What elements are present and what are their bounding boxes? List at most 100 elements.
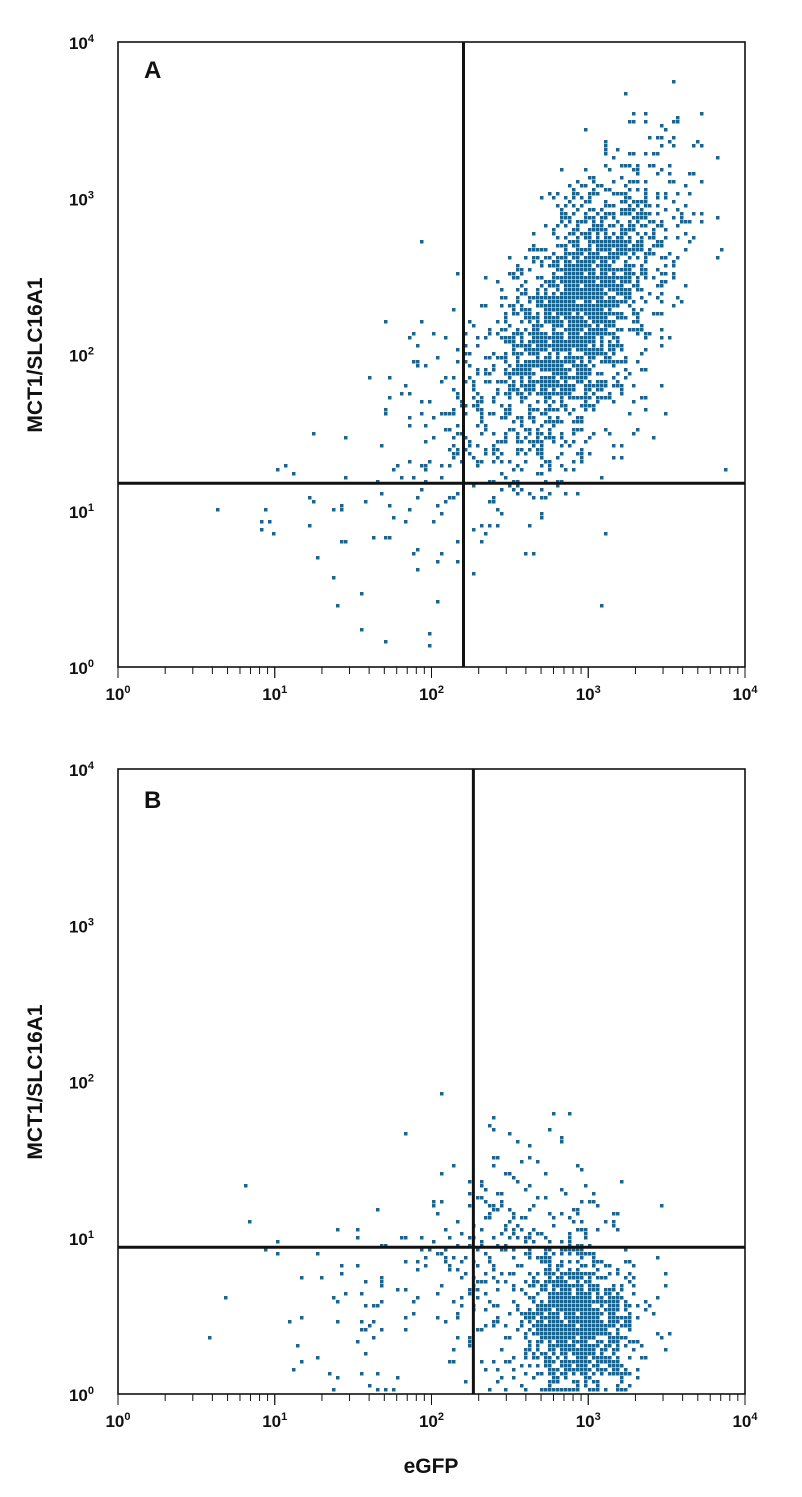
data-point: [576, 236, 580, 240]
data-point: [624, 1372, 628, 1376]
data-point: [536, 296, 540, 300]
data-point: [532, 384, 536, 388]
data-point: [616, 240, 620, 244]
data-point: [504, 340, 508, 344]
data-point: [556, 256, 560, 260]
data-point: [612, 252, 616, 256]
data-point: [628, 272, 632, 276]
data-point: [544, 420, 548, 424]
data-point: [456, 1312, 460, 1316]
data-point: [604, 236, 608, 240]
data-point: [560, 1372, 564, 1376]
data-point: [644, 192, 648, 196]
data-point: [568, 352, 572, 356]
data-point: [544, 288, 548, 292]
data-point: [564, 280, 568, 284]
data-point: [380, 1284, 384, 1288]
data-point: [588, 360, 592, 364]
data-point: [548, 264, 552, 268]
data-point: [620, 224, 624, 228]
data-point: [584, 1344, 588, 1348]
data-point: [500, 488, 504, 492]
data-point: [576, 1268, 580, 1272]
data-point: [556, 416, 560, 420]
data-point: [624, 244, 628, 248]
data-point: [584, 376, 588, 380]
data-point: [296, 1344, 300, 1348]
data-point: [552, 196, 556, 200]
data-point: [560, 372, 564, 376]
data-point: [428, 644, 432, 648]
data-point: [672, 136, 676, 140]
data-point: [584, 320, 588, 324]
data-point: [604, 272, 608, 276]
data-point: [556, 300, 560, 304]
data-point: [568, 1312, 572, 1316]
data-point: [436, 504, 440, 508]
data-point: [516, 364, 520, 368]
data-point: [560, 168, 564, 172]
data-point: [636, 188, 640, 192]
data-point: [568, 1288, 572, 1292]
data-point: [524, 460, 528, 464]
data-point: [604, 1288, 608, 1292]
data-point: [640, 308, 644, 312]
data-point: [588, 1368, 592, 1372]
data-point: [600, 1368, 604, 1372]
data-point: [432, 1240, 436, 1244]
data-point: [500, 1376, 504, 1380]
data-point: [456, 1220, 460, 1224]
data-point: [584, 248, 588, 252]
data-point: [524, 288, 528, 292]
data-point: [560, 1328, 564, 1332]
data-point: [568, 292, 572, 296]
data-point: [540, 1256, 544, 1260]
data-point: [576, 268, 580, 272]
data-point: [568, 344, 572, 348]
data-point: [628, 248, 632, 252]
data-point: [628, 220, 632, 224]
data-point: [512, 312, 516, 316]
data-point: [660, 1336, 664, 1340]
data-point: [576, 1300, 580, 1304]
panel-a-plot-frame: [117, 41, 746, 668]
data-point: [492, 452, 496, 456]
data-point: [552, 372, 556, 376]
data-point: [576, 1364, 580, 1368]
data-point: [552, 280, 556, 284]
data-point: [516, 332, 520, 336]
data-point: [540, 1328, 544, 1332]
data-point: [628, 236, 632, 240]
data-point: [544, 1260, 548, 1264]
data-point: [516, 328, 520, 332]
data-point: [340, 1264, 344, 1268]
data-point: [564, 304, 568, 308]
data-point: [560, 1272, 564, 1276]
data-point: [536, 1272, 540, 1276]
data-point: [608, 1324, 612, 1328]
data-point: [556, 1292, 560, 1296]
data-point: [532, 1204, 536, 1208]
data-point: [576, 244, 580, 248]
data-point: [620, 292, 624, 296]
data-point: [492, 1268, 496, 1272]
data-point: [592, 312, 596, 316]
data-point: [700, 144, 704, 148]
data-point: [484, 1252, 488, 1256]
data-point: [452, 452, 456, 456]
data-point: [520, 1320, 524, 1324]
data-point: [600, 280, 604, 284]
data-point: [560, 1352, 564, 1356]
data-point: [576, 1380, 580, 1384]
data-point: [468, 1192, 472, 1196]
data-point: [568, 384, 572, 388]
data-point: [580, 420, 584, 424]
data-point: [520, 420, 524, 424]
data-point: [588, 296, 592, 300]
data-point: [600, 1372, 604, 1376]
data-point: [308, 524, 312, 528]
data-point: [608, 1364, 612, 1368]
data-point: [608, 1372, 612, 1376]
data-point: [544, 384, 548, 388]
data-point: [612, 400, 616, 404]
